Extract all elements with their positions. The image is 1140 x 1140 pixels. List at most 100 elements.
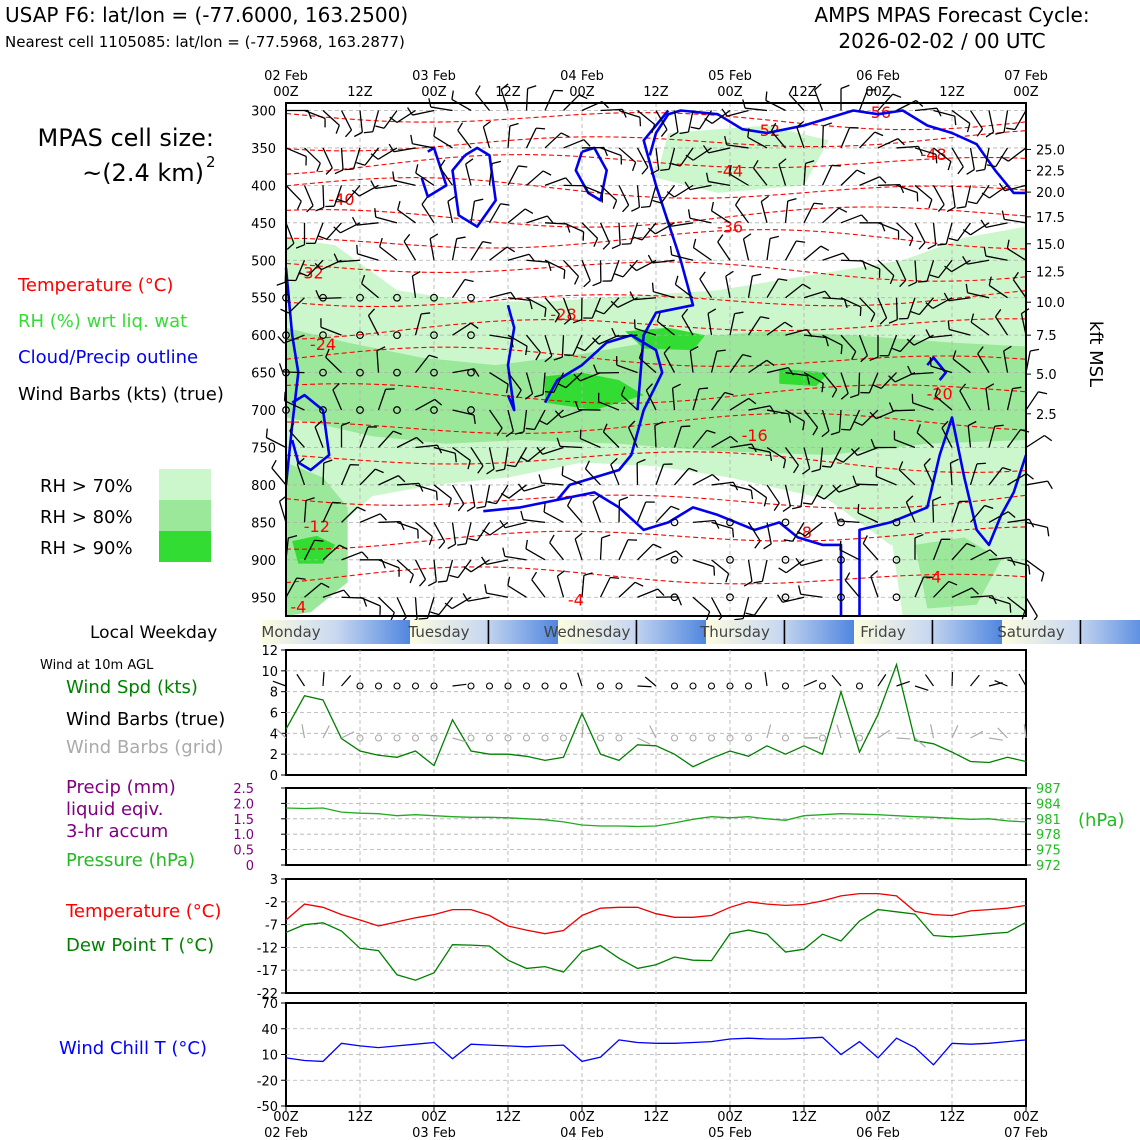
pressure-tick-label: 975 xyxy=(1036,844,1061,859)
wind-barb-staff xyxy=(708,147,731,154)
wind-barb-staff xyxy=(994,316,1009,336)
wind-barb-flag xyxy=(583,572,593,576)
wind-barb-flag xyxy=(899,184,905,194)
temperature-line xyxy=(285,892,1027,935)
wind-barb-staff xyxy=(507,372,522,391)
grid-barb xyxy=(581,724,584,739)
wind-barbs xyxy=(265,83,1053,625)
wind-barb-flag xyxy=(704,118,713,124)
wind-barb-flag xyxy=(483,120,491,128)
kft-tick-label: 22.5 xyxy=(1036,164,1065,179)
wind-barb-staff xyxy=(359,596,381,607)
wind-barb-staff xyxy=(710,596,723,618)
wind-barb-flag xyxy=(929,357,932,367)
grid-barb-calm xyxy=(855,734,864,742)
bottom-hour-label: 00Z xyxy=(1013,1110,1039,1125)
wind-barb-flag xyxy=(525,393,533,400)
wind-barb-staff xyxy=(844,580,860,598)
wind-barb-flag xyxy=(907,365,913,375)
wind-barb-staff xyxy=(726,144,749,149)
wind-barb-flag xyxy=(514,431,524,435)
panel-wind-tick-label: 10 xyxy=(261,665,278,680)
wind-barb-calm xyxy=(467,293,475,302)
isotherm-label: -48 xyxy=(920,145,946,164)
grid-barb xyxy=(637,737,651,745)
wind-barb-staff xyxy=(488,447,495,470)
wind-barb-staff xyxy=(340,147,344,170)
wind-barb-flag xyxy=(549,534,555,544)
wind-barb-staff xyxy=(821,125,824,148)
wind-barb-flag xyxy=(456,236,466,240)
kft-tick-label: 25.0 xyxy=(1036,143,1065,158)
wind-barb-staff xyxy=(747,522,761,542)
wind-barb-staff xyxy=(433,135,453,149)
wind-barb-flag xyxy=(639,117,642,127)
pressure-unit-label: (hPa) xyxy=(1078,810,1125,831)
wind-barb-staff xyxy=(977,353,990,373)
wind-barb-staff xyxy=(618,147,637,163)
surface-barb xyxy=(914,685,929,691)
wind-barb-flag xyxy=(409,574,414,584)
wind-barb-staff xyxy=(689,217,712,224)
wind-barb-staff xyxy=(378,475,399,486)
wind-barb-flag xyxy=(529,300,533,310)
wind-barb-staff xyxy=(803,447,811,469)
wind-barb-flag xyxy=(814,83,822,91)
wind-barb-flag xyxy=(983,247,987,257)
wind-barb-staff xyxy=(896,222,914,239)
wind-barb-staff xyxy=(801,559,823,567)
grid-barb-calm xyxy=(522,734,531,742)
wind-barb-flag xyxy=(769,235,779,240)
wind-barb-flag xyxy=(752,159,759,169)
wind-barb-flag xyxy=(500,83,509,91)
wind-barb-staff xyxy=(727,109,749,117)
pressure-tick-label: 981 xyxy=(1036,813,1061,828)
wind-barb-flag xyxy=(702,145,710,154)
wind-barb-staff xyxy=(916,432,934,448)
wind-barb-flag xyxy=(652,199,662,204)
wind-barb-staff xyxy=(822,252,844,261)
wind-barb-flag xyxy=(505,384,509,394)
wind-barb-staff xyxy=(896,145,919,149)
surface-barb xyxy=(296,673,306,687)
pressure-label: Pressure (hPa) xyxy=(66,850,195,871)
weekday-title: Local Weekday xyxy=(90,623,217,643)
isotherm-line xyxy=(285,526,1027,550)
wind-barb-staff xyxy=(421,204,435,224)
wind-barb-calm xyxy=(837,593,845,602)
wind-barb-staff xyxy=(681,315,694,336)
wind-barb-staff xyxy=(561,474,583,486)
wind-barb-staff xyxy=(747,316,762,336)
wind-barb-flag xyxy=(654,421,664,427)
wind-barb-staff xyxy=(341,551,363,561)
wind-barb-staff xyxy=(988,467,1004,486)
wind-barb-flag xyxy=(751,443,757,453)
wind-barb-staff xyxy=(559,445,583,449)
wind-barb-staff xyxy=(446,559,454,582)
wind-barb-flag xyxy=(361,551,369,560)
wind-barb-flag xyxy=(734,617,744,621)
wind-barb-staff xyxy=(766,409,789,415)
legend-rh70-label: RH > 70% xyxy=(40,476,133,497)
wind-barb-flag xyxy=(672,383,681,389)
wind-barb-flag xyxy=(956,206,966,209)
wind-barb-staff xyxy=(1008,147,1027,162)
wind-barb-staff xyxy=(673,184,694,198)
wind-barb-flag xyxy=(531,571,538,581)
bottom-date-label: 02 Feb xyxy=(264,1126,308,1140)
wind-barb-staff xyxy=(338,259,361,263)
wind-barb-staff xyxy=(396,559,414,576)
wind-barb-staff xyxy=(526,297,547,309)
wind-barb-flag xyxy=(429,233,439,240)
wind-barb-staff xyxy=(674,467,690,486)
wind-barb-flag xyxy=(730,435,738,443)
wind-barb-staff xyxy=(951,587,973,598)
wind-barb-staff xyxy=(875,409,897,420)
wind-barb-staff xyxy=(542,372,546,395)
wind-barb-staff xyxy=(985,388,990,411)
wind-barb-staff xyxy=(525,334,541,353)
wind-barb-staff xyxy=(823,484,842,500)
wind-barb-flag xyxy=(306,205,314,213)
wind-barb-staff xyxy=(452,446,471,461)
wind-barb-staff xyxy=(652,259,675,264)
